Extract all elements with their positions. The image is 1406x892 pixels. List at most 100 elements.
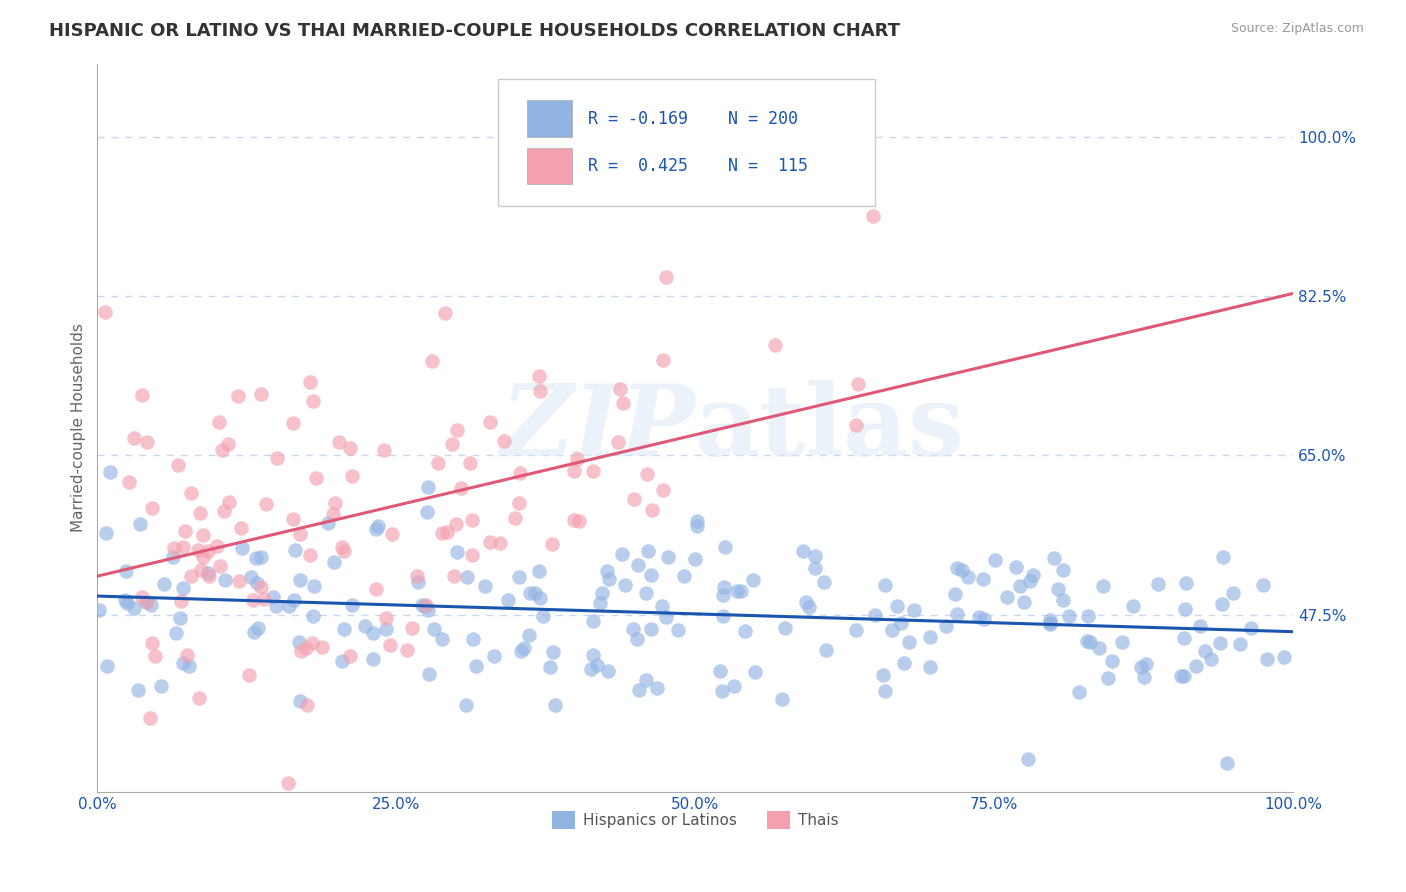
Point	[531, 609, 554, 624]
Point	[1256, 652, 1278, 666]
Point	[652, 353, 675, 368]
Point	[1047, 582, 1070, 596]
Point	[295, 698, 318, 712]
Point	[416, 603, 439, 617]
Point	[446, 423, 468, 437]
Point	[763, 338, 786, 352]
Point	[527, 564, 550, 578]
Point	[848, 377, 870, 392]
Point	[920, 659, 942, 673]
Text: atlas: atlas	[695, 379, 966, 476]
Point	[1170, 668, 1192, 682]
Point	[254, 497, 277, 511]
Point	[208, 415, 231, 429]
Point	[333, 543, 356, 558]
Point	[517, 627, 540, 641]
Point	[589, 596, 612, 610]
Point	[172, 540, 194, 554]
Point	[339, 648, 361, 663]
Point	[1194, 643, 1216, 657]
Point	[610, 547, 633, 561]
Point	[94, 525, 117, 540]
Point	[299, 375, 322, 389]
Point	[205, 539, 228, 553]
Point	[231, 541, 253, 555]
Point	[127, 682, 149, 697]
Point	[1038, 613, 1060, 627]
Point	[288, 573, 311, 587]
Point	[1052, 563, 1074, 577]
Point	[330, 654, 353, 668]
Point	[420, 354, 443, 368]
Point	[582, 614, 605, 628]
Point	[163, 541, 186, 555]
Point	[1069, 685, 1091, 699]
Point	[211, 442, 233, 457]
Point	[1133, 670, 1156, 684]
Point	[239, 570, 262, 584]
Point	[666, 623, 689, 637]
Point	[173, 657, 195, 671]
Point	[406, 568, 429, 582]
Point	[316, 516, 339, 530]
Point	[98, 465, 121, 479]
Point	[135, 595, 157, 609]
Point	[995, 590, 1018, 604]
Point	[443, 569, 465, 583]
Point	[508, 569, 530, 583]
Point	[1077, 608, 1099, 623]
Point	[1088, 641, 1111, 656]
Point	[734, 624, 756, 638]
Point	[541, 537, 564, 551]
Point	[510, 644, 533, 658]
Point	[607, 434, 630, 449]
Point	[322, 555, 344, 569]
Point	[1209, 636, 1232, 650]
Point	[187, 543, 209, 558]
Point	[562, 513, 585, 527]
Point	[723, 679, 745, 693]
Point	[197, 544, 219, 558]
Point	[288, 694, 311, 708]
Point	[956, 570, 979, 584]
Point	[815, 643, 838, 657]
Point	[396, 643, 419, 657]
Point	[375, 622, 398, 636]
Point	[482, 649, 505, 664]
Point	[301, 393, 323, 408]
Point	[626, 632, 648, 646]
Point	[250, 387, 273, 401]
Point	[139, 598, 162, 612]
Point	[214, 504, 236, 518]
Point	[149, 680, 172, 694]
Point	[803, 549, 825, 563]
Point	[180, 569, 202, 583]
Point	[330, 540, 353, 554]
Point	[568, 514, 591, 528]
Point	[725, 584, 748, 599]
Point	[361, 652, 384, 666]
Point	[609, 382, 631, 396]
Point	[710, 684, 733, 698]
Point	[621, 623, 644, 637]
Point	[645, 681, 668, 695]
Point	[513, 640, 536, 655]
Point	[640, 623, 662, 637]
Point	[283, 416, 305, 430]
Point	[245, 551, 267, 566]
Point	[1039, 615, 1062, 630]
Point	[416, 506, 439, 520]
Point	[918, 630, 941, 644]
Point	[373, 443, 395, 458]
Point	[460, 456, 482, 470]
Point	[474, 579, 496, 593]
Point	[461, 513, 484, 527]
Point	[152, 577, 174, 591]
Point	[302, 609, 325, 624]
Point	[1189, 619, 1212, 633]
Point	[136, 435, 159, 450]
Point	[266, 450, 288, 465]
Point	[229, 520, 252, 534]
Point	[135, 595, 157, 609]
Point	[253, 592, 276, 607]
